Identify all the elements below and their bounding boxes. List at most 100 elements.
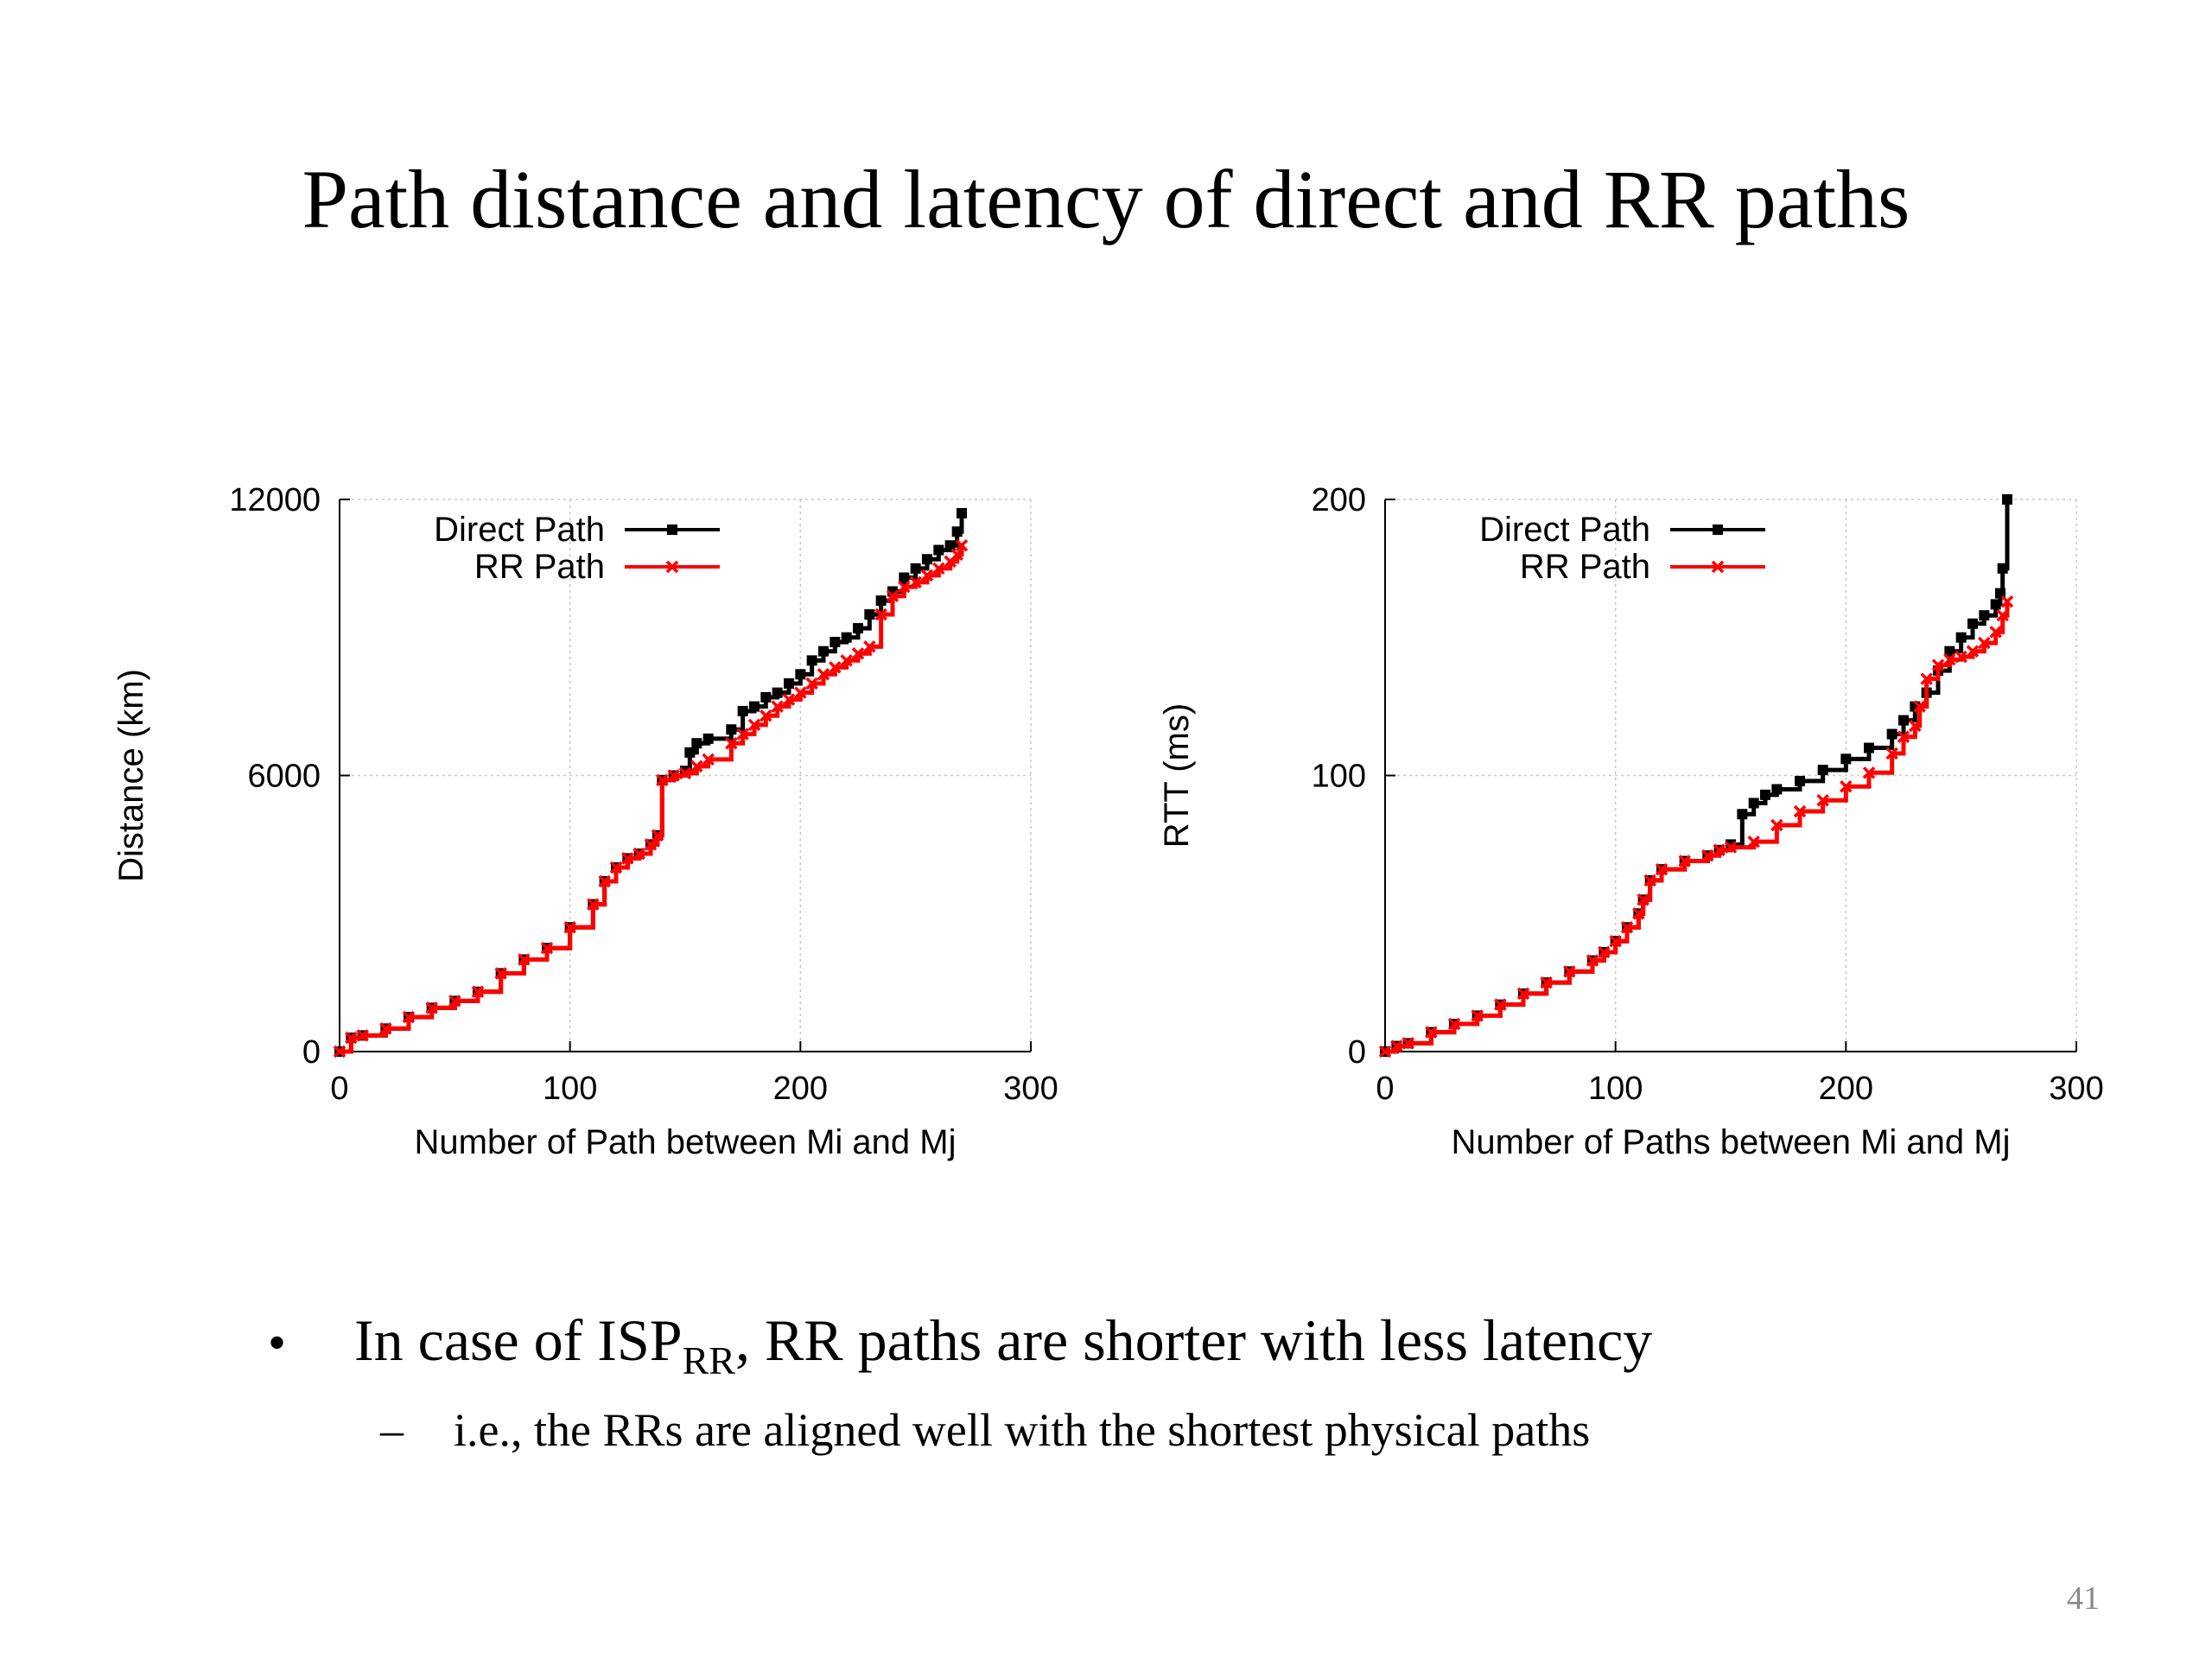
data-point-mark: [829, 661, 842, 674]
data-point-direct-path: [684, 747, 696, 758]
data-point-mark: [1840, 780, 1853, 793]
data-point-rr-path: [1978, 636, 1991, 650]
data-point-mark: [955, 539, 969, 552]
data-point-direct-path: [1748, 798, 1759, 809]
data-point-mark: [1913, 700, 1926, 713]
data-point-direct-path: [864, 609, 875, 620]
data-point-direct-path: [702, 733, 714, 744]
data-point-rr-path: [1678, 855, 1691, 868]
data-point-rr-path: [1966, 645, 1980, 658]
data-point-rr-path: [563, 920, 576, 934]
data-point-rr-path: [621, 852, 634, 865]
data-point-mark: [909, 575, 922, 589]
data-point-direct-path: [899, 572, 910, 583]
x-tick-label: 200: [773, 1071, 828, 1107]
data-point-mark: [632, 847, 645, 861]
data-point-rr-path: [345, 1031, 358, 1045]
data-point-rr-path: [1447, 1017, 1461, 1031]
y-tick-label: 100: [1312, 759, 1366, 795]
data-point-direct-path: [760, 691, 772, 702]
data-point-direct-path: [910, 563, 921, 574]
data-point-rr-path: [667, 769, 680, 782]
data-point-mark: [1931, 658, 1945, 671]
y-tick-label: 6000: [247, 759, 321, 795]
data-point-direct-path: [1955, 632, 1967, 643]
data-point-rr-path: [1909, 719, 1922, 733]
y-tick-label: 12000: [229, 482, 321, 518]
x-tick-label: 0: [330, 1071, 348, 1107]
data-point-mark: [863, 640, 876, 653]
data-point-rr-path: [1920, 672, 1933, 685]
legend-marker-direct-path: [1713, 524, 1723, 535]
bullet-main-prefix: In case of ISP: [354, 1307, 683, 1373]
x-tick-label: 100: [1588, 1071, 1643, 1107]
data-point-rr-path: [702, 753, 715, 766]
data-point-mark: [1678, 855, 1691, 868]
data-point-mark: [950, 548, 963, 562]
y-tick-label: 0: [302, 1034, 321, 1071]
data-point-mark: [518, 953, 531, 966]
data-point-mark: [782, 693, 796, 706]
data-point-mark: [1897, 730, 1910, 744]
legend-marker-rr-path: [1711, 560, 1725, 574]
data-point-mark: [345, 1031, 358, 1045]
series-line-direct-path: [340, 512, 964, 1054]
data-point-mark: [747, 718, 761, 732]
data-point-direct-path: [922, 554, 932, 565]
data-point-rr-path: [1643, 874, 1656, 887]
y-tick-label: 0: [1348, 1034, 1366, 1071]
data-point-mark: [771, 700, 784, 713]
data-point-rr-path: [829, 661, 842, 674]
data-point-rr-path: [782, 693, 796, 706]
data-point-mark: [1540, 976, 1553, 989]
data-point-rr-path: [1989, 626, 2002, 639]
data-point-mark: [690, 760, 703, 773]
data-point-rr-path: [1793, 804, 1807, 818]
data-point-mark: [1978, 636, 1991, 650]
data-point-mark: [1966, 645, 1980, 658]
data-point-mark: [1620, 920, 1634, 934]
data-point-mark: [540, 941, 554, 955]
data-point-rr-path: [587, 898, 600, 911]
data-point-rr-path: [898, 580, 911, 594]
x-tick-label: 300: [2049, 1071, 2103, 1107]
data-point-mark: [2000, 594, 2014, 608]
data-point-direct-path: [806, 655, 817, 666]
data-point-direct-path: [1997, 563, 2008, 574]
data-point-rr-path: [656, 773, 669, 787]
y-axis-label: RTT (ms): [1158, 703, 1196, 848]
data-point-rr-path: [356, 1029, 369, 1042]
data-point-rr-path: [950, 548, 963, 562]
data-point-rr-path: [1885, 747, 1898, 760]
data-point-rr-path: [909, 575, 922, 589]
data-point-rr-path: [1816, 794, 1829, 807]
data-point-direct-path: [1944, 645, 1955, 657]
data-point-rr-path: [840, 654, 853, 667]
data-point-direct-path: [853, 623, 863, 634]
legend-label-rr-path: RR Path: [474, 548, 605, 586]
distance-chart: 0 100 200 300 0 6000 12000 Number of Path betwe…: [112, 482, 1058, 1161]
data-point-mark: [1609, 934, 1622, 948]
data-point-direct-path: [957, 507, 967, 518]
data-point-rr-path: [690, 760, 703, 773]
rtt-chart: 0 100 200 300 0 100 200 Number of Paths between…: [1158, 482, 2104, 1161]
data-point-mark: [874, 607, 887, 621]
slide-title: Path distance and latency of direct and …: [302, 153, 1910, 245]
data-point-rr-path: [1840, 780, 1853, 793]
data-point-rr-path: [794, 686, 807, 699]
x-axis-label: Number of Paths between Mi and Mj: [1452, 1123, 2011, 1161]
legend-label-direct-path: Direct Path: [434, 511, 605, 549]
data-point-mark: [448, 995, 461, 1007]
data-point-rr-path: [1655, 862, 1669, 876]
data-point-rr-path: [1425, 1026, 1438, 1039]
data-point-rr-path: [1996, 608, 2009, 622]
data-point-mark: [1793, 804, 1807, 818]
data-point-mark: [1989, 626, 2002, 639]
data-point-rr-path: [1931, 658, 1945, 671]
data-point-mark: [471, 985, 485, 999]
legend-marker-direct-path: [667, 524, 677, 535]
data-point-rr-path: [1598, 945, 1611, 959]
x-tick-label: 300: [1003, 1071, 1058, 1107]
data-point-rr-path: [1402, 1037, 1414, 1050]
data-point-direct-path: [1771, 784, 1783, 795]
